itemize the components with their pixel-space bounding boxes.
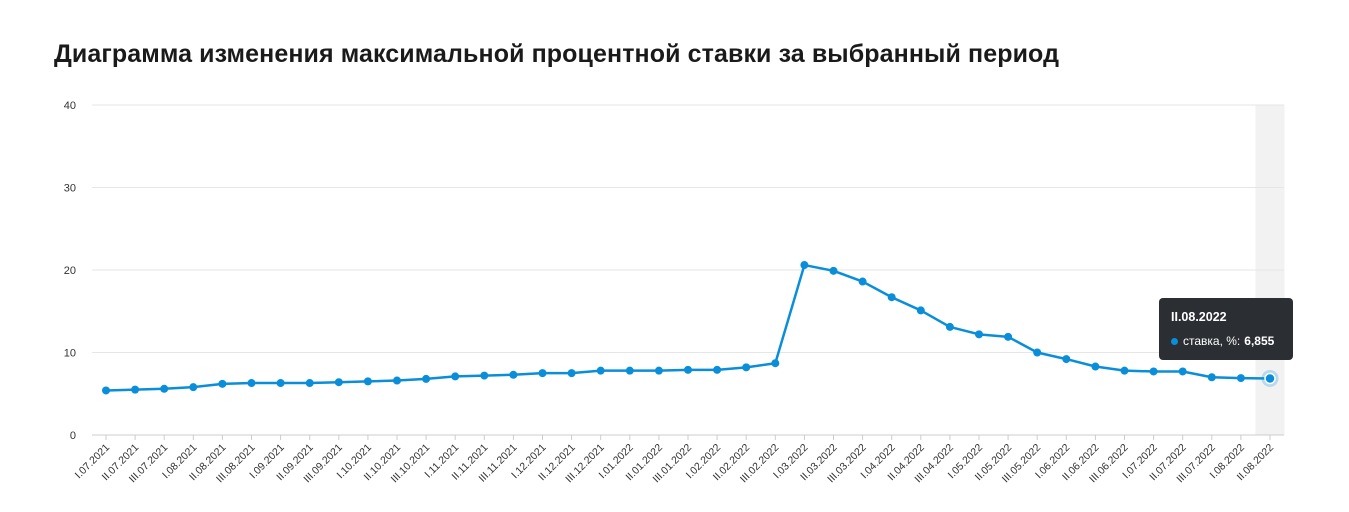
- data-point[interactable]: [247, 379, 256, 388]
- chart-tooltip: II.08.2022 ставка, %: 6,855: [1159, 298, 1293, 360]
- data-point[interactable]: [916, 306, 925, 315]
- data-point[interactable]: [160, 384, 169, 393]
- data-point[interactable]: [1120, 366, 1129, 375]
- y-tick-label: 0: [70, 430, 76, 442]
- data-point[interactable]: [305, 379, 314, 388]
- data-point[interactable]: [102, 386, 110, 395]
- data-point[interactable]: [480, 371, 489, 380]
- data-point-highlighted[interactable]: [1264, 372, 1276, 385]
- data-point[interactable]: [363, 377, 372, 386]
- data-point[interactable]: [1062, 355, 1071, 364]
- y-tick-label: 20: [64, 265, 76, 277]
- tooltip-value: 6,855: [1244, 334, 1275, 348]
- data-point[interactable]: [189, 383, 198, 392]
- y-tick-label: 40: [64, 100, 76, 112]
- data-point[interactable]: [945, 322, 954, 331]
- data-point[interactable]: [1149, 367, 1158, 376]
- data-point[interactable]: [1236, 374, 1245, 383]
- data-point[interactable]: [713, 365, 722, 374]
- data-point[interactable]: [625, 366, 634, 375]
- chart-title: Диаграмма изменения максимальной процент…: [54, 40, 1060, 68]
- data-point[interactable]: [509, 370, 518, 379]
- data-point[interactable]: [1091, 362, 1100, 371]
- data-point[interactable]: [596, 366, 605, 375]
- data-point[interactable]: [1178, 367, 1187, 376]
- series-dot-icon: [1171, 337, 1178, 345]
- tooltip-title: II.08.2022: [1171, 310, 1227, 324]
- data-point[interactable]: [829, 266, 838, 275]
- data-point[interactable]: [858, 277, 867, 286]
- data-point[interactable]: [218, 379, 227, 388]
- data-point[interactable]: [684, 365, 692, 374]
- data-point[interactable]: [742, 363, 751, 372]
- data-point[interactable]: [538, 369, 547, 378]
- data-point[interactable]: [393, 376, 401, 385]
- data-point[interactable]: [567, 369, 576, 378]
- data-point[interactable]: [654, 366, 663, 375]
- data-point[interactable]: [975, 330, 983, 339]
- data-point[interactable]: [276, 379, 285, 388]
- data-point[interactable]: [887, 293, 896, 302]
- y-tick-label: 30: [64, 183, 76, 195]
- data-point[interactable]: [1033, 348, 1042, 357]
- tooltip-label: ставка, %:: [1183, 334, 1241, 348]
- data-point[interactable]: [334, 378, 343, 387]
- y-tick-label: 10: [64, 348, 76, 360]
- data-point[interactable]: [771, 359, 780, 368]
- data-point[interactable]: [451, 372, 460, 381]
- data-point[interactable]: [1004, 332, 1013, 341]
- tooltip-row: ставка, %: 6,855: [1171, 334, 1281, 348]
- data-point[interactable]: [800, 261, 809, 270]
- data-point[interactable]: [131, 385, 140, 394]
- data-point[interactable]: [422, 374, 431, 383]
- data-point[interactable]: [1207, 373, 1216, 382]
